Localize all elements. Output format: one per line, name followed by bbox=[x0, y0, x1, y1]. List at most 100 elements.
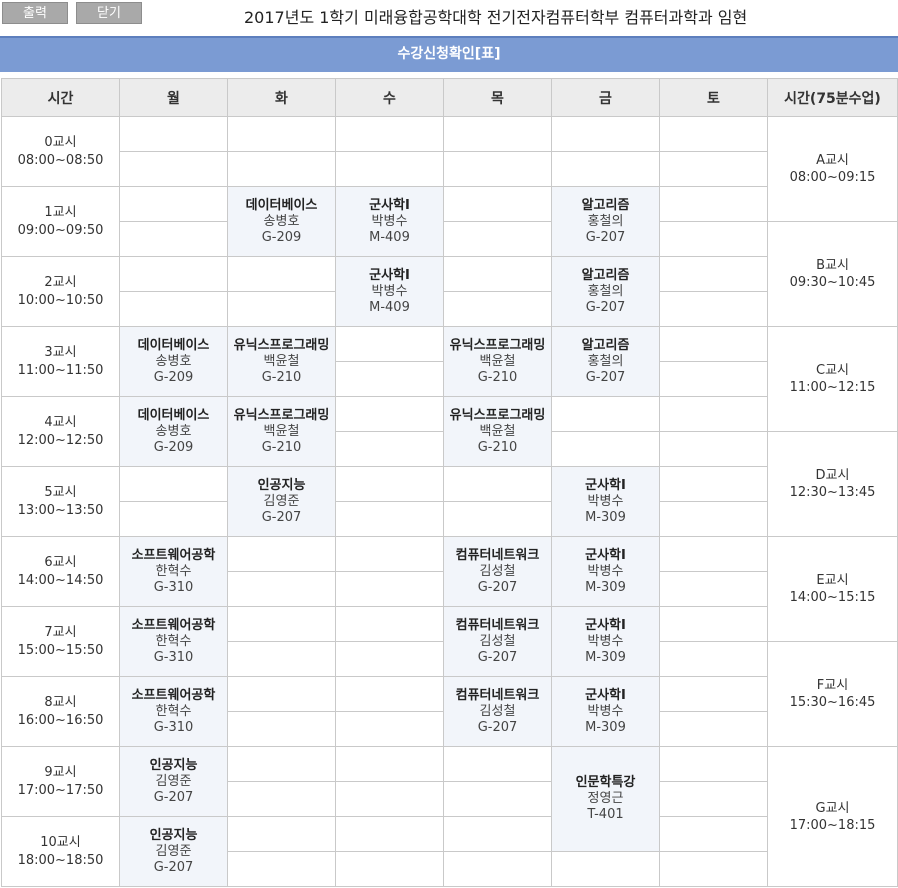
close-button[interactable]: 닫기 bbox=[76, 2, 142, 24]
class-name: 알고리즘 bbox=[581, 337, 630, 353]
empty-cell bbox=[659, 431, 768, 467]
empty-cell bbox=[227, 816, 336, 852]
empty-cell bbox=[335, 431, 444, 467]
header-sat: 토 bbox=[659, 78, 768, 117]
empty-cell bbox=[443, 781, 552, 817]
class-name: 유닉스프로그래밍 bbox=[233, 407, 330, 423]
empty-cell bbox=[227, 641, 336, 677]
period75-time: 14:00~15:15 bbox=[789, 590, 876, 605]
empty-cell bbox=[227, 606, 336, 642]
print-button[interactable]: 출력 bbox=[2, 2, 68, 24]
empty-cell bbox=[443, 186, 552, 222]
empty-cell bbox=[227, 291, 336, 327]
table-row: F교시 15:30~16:45 bbox=[2, 641, 898, 747]
period-time: 09:00~09:50 bbox=[17, 222, 104, 238]
empty-cell bbox=[659, 816, 768, 852]
class-name: 컴퓨터네트워크 bbox=[455, 547, 540, 563]
period-label: 8교시 bbox=[44, 694, 77, 710]
class-name: 컴퓨터네트워크 bbox=[455, 687, 540, 703]
period-time-cell: 8교시 16:00~16:50 bbox=[1, 676, 120, 747]
empty-cell bbox=[227, 256, 336, 292]
period-time: 14:00~14:50 bbox=[17, 572, 104, 588]
class-name: 데이터베이스 bbox=[137, 337, 210, 353]
class-professor: 백윤철 bbox=[479, 423, 516, 439]
empty-cell bbox=[335, 816, 444, 852]
empty-cell bbox=[659, 116, 768, 152]
class-cell: 컴퓨터네트워크 김성철 G-207 bbox=[443, 536, 552, 607]
empty-cell bbox=[335, 361, 444, 397]
table-row: 4교시 12:00~12:50 데이터베이스 송병호 G-209 유닉스프로그래밍 백윤철 G… bbox=[1, 396, 898, 467]
empty-cell bbox=[659, 221, 768, 257]
table-row: 9교시 17:00~17:50 인공지능 김영준 G-207 인문학특강 정영근 T-401 G… bbox=[1, 746, 898, 887]
class-cell: 유닉스프로그래밍 백윤철 G-210 bbox=[227, 326, 336, 397]
period-label: 7교시 bbox=[44, 624, 77, 640]
class-name: 군사학I bbox=[585, 547, 626, 563]
table-row: 6교시 14:00~14:50 소프트웨어공학 한혁수 G-310 컴퓨터네트워크 김성철 G… bbox=[1, 536, 898, 642]
class-name: 인문학특강 bbox=[575, 775, 636, 790]
period75-label: B교시 bbox=[816, 258, 849, 273]
period75-label: F교시 bbox=[816, 678, 849, 693]
empty-cell bbox=[335, 116, 444, 152]
class-cell: 인문학특강 정영근 T-401 bbox=[551, 746, 660, 852]
class-room: G-210 bbox=[261, 439, 302, 455]
header-wed: 수 bbox=[335, 78, 444, 117]
class-name: 유닉스프로그래밍 bbox=[449, 337, 546, 353]
empty-cell bbox=[659, 326, 768, 362]
empty-cell bbox=[335, 466, 444, 502]
period75-cell: A교시 08:00~09:15 bbox=[767, 116, 898, 222]
empty-cell bbox=[659, 536, 768, 572]
empty-cell bbox=[551, 851, 660, 887]
class-name: 소프트웨어공학 bbox=[131, 617, 216, 633]
period75-time: 15:30~16:45 bbox=[789, 695, 876, 710]
class-name: 인공지능 bbox=[257, 477, 306, 493]
empty-cell bbox=[659, 256, 768, 292]
table-row bbox=[2, 851, 898, 887]
class-professor: 백윤철 bbox=[263, 423, 300, 439]
period75-cell: F교시 15:30~16:45 bbox=[767, 641, 898, 747]
period75-label: E교시 bbox=[816, 573, 849, 588]
period75-label: G교시 bbox=[815, 800, 850, 816]
empty-cell bbox=[443, 116, 552, 152]
class-cell: 데이터베이스 송병호 G-209 bbox=[119, 326, 228, 397]
header-time-75: 시간(75분수업) bbox=[767, 78, 898, 117]
empty-cell bbox=[119, 151, 228, 187]
class-room: G-207 bbox=[261, 509, 302, 525]
table-row: 10교시 18:00~18:50 인공지능 김영준 G-207 bbox=[1, 816, 898, 887]
class-professor: 박병수 bbox=[587, 563, 624, 579]
class-professor: 김성철 bbox=[479, 563, 516, 579]
class-room: G-210 bbox=[261, 369, 302, 385]
empty-cell bbox=[227, 746, 336, 782]
empty-cell bbox=[335, 536, 444, 572]
period75-label: D교시 bbox=[815, 468, 850, 483]
period-time: 13:00~13:50 bbox=[17, 502, 104, 518]
header-row: 시간 월 화 수 목 금 토 시간(75분수업) bbox=[1, 78, 898, 117]
period-label: 5교시 bbox=[44, 484, 77, 500]
class-professor: 백윤철 bbox=[479, 353, 516, 369]
period75-cell: E교시 14:00~15:15 bbox=[767, 536, 898, 642]
class-cell: 인공지능 김영준 G-207 bbox=[227, 466, 336, 537]
header-mon: 월 bbox=[119, 78, 228, 117]
table-row bbox=[2, 151, 898, 187]
class-professor: 김성철 bbox=[479, 633, 516, 649]
empty-cell bbox=[551, 431, 660, 467]
empty-cell bbox=[227, 536, 336, 572]
empty-cell bbox=[119, 501, 228, 537]
period-label: 3교시 bbox=[44, 344, 77, 360]
class-room: M-409 bbox=[369, 229, 410, 245]
table-row: 1교시 09:00~09:50 데이터베이스 송병호 G-209 군사학I 박병수 M-409… bbox=[1, 186, 898, 257]
class-name: 인공지능 bbox=[149, 827, 198, 843]
class-room: G-207 bbox=[153, 859, 194, 875]
empty-cell bbox=[551, 116, 660, 152]
class-cell: 알고리즘 홍철의 G-207 bbox=[551, 256, 660, 327]
page-title: 2017년도 1학기 미래융합공학대학 전기전자컴퓨터학부 컴퓨터과학과 임현 bbox=[244, 8, 748, 27]
period-time: 18:00~18:50 bbox=[17, 852, 104, 868]
class-room: G-207 bbox=[477, 579, 518, 595]
class-professor: 백윤철 bbox=[263, 353, 300, 369]
class-cell: 알고리즘 홍철의 G-207 bbox=[551, 326, 660, 397]
empty-cell bbox=[227, 151, 336, 187]
class-cell: 소프트웨어공학 한혁수 G-310 bbox=[119, 606, 228, 677]
period-label: 6교시 bbox=[44, 554, 77, 570]
period-time-cell: 1교시 09:00~09:50 bbox=[1, 186, 120, 257]
class-room: G-207 bbox=[585, 369, 626, 385]
class-cell: 알고리즘 홍철의 G-207 bbox=[551, 186, 660, 257]
